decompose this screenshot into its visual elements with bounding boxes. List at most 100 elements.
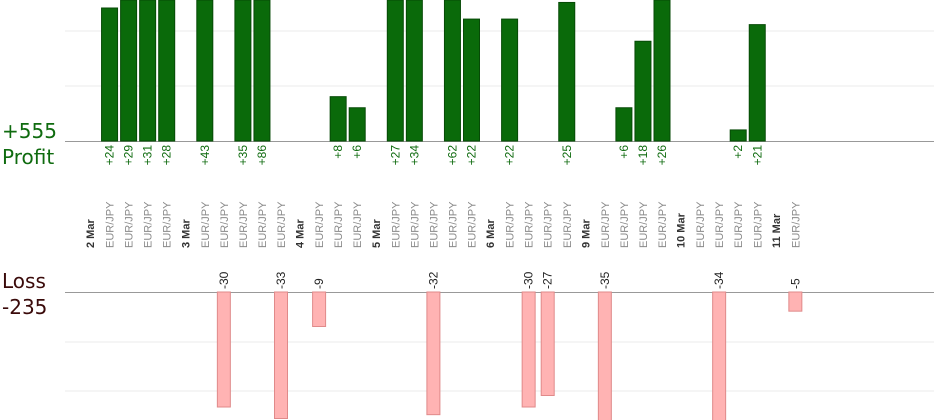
loss-bar	[274, 291, 288, 419]
loss-bar	[597, 291, 612, 420]
pair-label: EUR/JPY	[790, 201, 802, 248]
loss-value-label: -27	[541, 271, 555, 289]
profit-bar	[653, 0, 671, 142]
pair-label: EUR/JPY	[409, 201, 421, 248]
loss-value-label: -30	[217, 271, 231, 289]
loss-bar	[788, 291, 803, 312]
profit-bar	[158, 0, 176, 142]
profit-bar	[615, 107, 633, 142]
profit-bar	[329, 96, 347, 142]
loss-value-label: -9	[312, 278, 326, 289]
pair-label: EUR/JPY	[314, 201, 326, 248]
loss-bar	[540, 291, 555, 396]
profit-bar	[558, 1, 576, 142]
profit-value-label: +34	[407, 145, 421, 166]
date-label: 10 Mar	[676, 212, 688, 248]
pair-label: EUR/JPY	[352, 201, 364, 248]
pair-label: EUR/JPY	[162, 201, 174, 248]
pair-label: EUR/JPY	[733, 201, 745, 248]
pair-label: EUR/JPY	[238, 201, 250, 248]
profit-value-label: +86	[255, 145, 269, 166]
pair-label: EUR/JPY	[333, 201, 345, 248]
profit-value-label: +28	[160, 145, 174, 166]
loss-value-label: -30	[522, 271, 536, 289]
profit-bar	[101, 7, 119, 142]
profit-value-label: +62	[445, 145, 459, 166]
profit-bar	[348, 107, 366, 142]
profit-value-label: +8	[331, 145, 345, 159]
pair-label: EUR/JPY	[505, 201, 517, 248]
profit-value-label: +27	[388, 145, 402, 166]
pair-label: EUR/JPY	[257, 201, 269, 248]
pair-label: EUR/JPY	[695, 201, 707, 248]
loss-bar	[312, 291, 327, 327]
loss-value-label: -33	[274, 271, 288, 289]
pair-label: EUR/JPY	[543, 201, 555, 248]
profit-bar	[386, 0, 404, 142]
profit-value-label: +29	[122, 145, 136, 166]
profit-bar	[729, 129, 747, 142]
profit-bar	[120, 0, 138, 142]
loss-bar	[426, 291, 441, 416]
pair-label: EUR/JPY	[638, 201, 650, 248]
loss-value-label: -5	[788, 278, 802, 289]
profit-value-label: +22	[503, 145, 517, 166]
profit-value-label: +25	[560, 145, 574, 166]
profit-bar	[463, 18, 480, 142]
pair-label: EUR/JPY	[276, 201, 288, 248]
profit-value-label: +26	[655, 145, 669, 166]
pair-label: EUR/JPY	[619, 201, 631, 248]
loss-value-label: -34	[712, 271, 726, 289]
profit-value-label: +21	[750, 145, 764, 166]
pair-label: EUR/JPY	[143, 201, 155, 248]
profit-value-label: +22	[465, 145, 479, 166]
profit-value-label: +35	[236, 145, 250, 166]
pair-label: EUR/JPY	[428, 201, 440, 248]
pair-label: EUR/JPY	[714, 201, 726, 248]
pair-label: EUR/JPY	[467, 201, 479, 248]
pair-label: EUR/JPY	[657, 201, 669, 248]
date-label: 11 Mar	[771, 213, 783, 248]
profit-bar	[501, 18, 519, 142]
loss-total: -235	[2, 295, 48, 319]
profit-label: Profit	[2, 145, 55, 169]
date-label: 9 Mar	[580, 219, 592, 248]
profit-value-label: +43	[198, 145, 212, 166]
loss-bar	[521, 291, 536, 408]
profit-bar	[443, 0, 461, 142]
pair-label: EUR/JPY	[600, 201, 612, 248]
pair-label: EUR/JPY	[200, 201, 212, 248]
profit-total: +555	[2, 119, 57, 143]
loss-value-label: -35	[598, 271, 612, 289]
pair-label: EUR/JPY	[105, 201, 117, 248]
profit-bar	[634, 40, 652, 142]
profit-bar	[196, 0, 214, 142]
profit-bar	[405, 0, 423, 142]
profit-value-label: +18	[636, 145, 650, 166]
date-label: 2 Mar	[85, 219, 97, 248]
date-label: 3 Mar	[180, 219, 192, 248]
pair-label: EUR/JPY	[219, 201, 231, 248]
profit-value-label: +6	[350, 145, 364, 159]
date-label: 6 Mar	[485, 219, 497, 248]
profit-value-label: +6	[617, 145, 631, 159]
date-label: 4 Mar	[295, 219, 307, 248]
loss-label: Loss	[2, 269, 46, 293]
date-label: 5 Mar	[371, 219, 383, 248]
pair-label: EUR/JPY	[447, 201, 459, 248]
pair-label: EUR/JPY	[524, 201, 536, 248]
profit-bar	[253, 0, 271, 142]
pair-label: EUR/JPY	[752, 201, 764, 248]
loss-bar	[216, 291, 231, 408]
pair-label: EUR/JPY	[124, 201, 136, 248]
profit-bar	[234, 0, 252, 142]
profit-bar	[748, 24, 766, 142]
loss-bar	[712, 291, 727, 420]
pair-label: EUR/JPY	[390, 201, 402, 248]
profit-value-label: +31	[141, 145, 155, 166]
profit-value-label: +2	[731, 145, 745, 159]
loss-value-label: -32	[426, 271, 440, 289]
profit-bar	[139, 0, 157, 142]
pair-label: EUR/JPY	[562, 201, 574, 248]
